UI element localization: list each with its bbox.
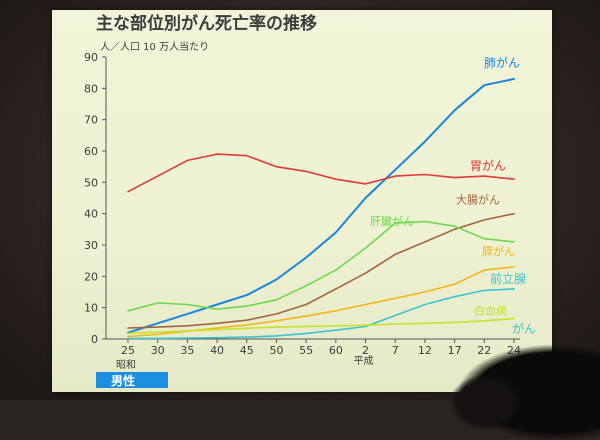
series-label-2: 大腸がん bbox=[456, 193, 500, 207]
series-line-2 bbox=[127, 212, 515, 329]
series-lines bbox=[127, 77, 515, 340]
x-tick-label: 7 bbox=[392, 344, 399, 357]
y-tick-label: 50 bbox=[84, 176, 98, 189]
series-line-6 bbox=[127, 317, 515, 335]
series-line-1 bbox=[127, 153, 515, 193]
combined-ganlabel: がん bbox=[512, 321, 536, 336]
line-chart: 主な部位別がん死亡率の推移 人／人口 10 万人当たり 0 10 20 30 40 50 6… bbox=[84, 13, 536, 388]
y-axis-unit-label: 人／人口 10 万人当たり bbox=[100, 40, 209, 53]
series-line-5 bbox=[127, 288, 515, 340]
y-axis-ticks: 0 10 20 30 40 50 60 70 80 90 bbox=[84, 51, 106, 346]
x-tick-label: 35 bbox=[180, 344, 194, 357]
x-tick-label: 30 bbox=[151, 344, 165, 357]
series-label-0: 肺がん bbox=[484, 55, 520, 70]
audience-head-silhouette-2 bbox=[450, 375, 520, 430]
series-line-3 bbox=[127, 220, 515, 312]
x-tick-label: 25 bbox=[121, 344, 135, 357]
x-tick-label: 17 bbox=[448, 344, 462, 357]
x-axis-ticks: 25303540455055602712172224昭和平成 bbox=[116, 339, 521, 371]
series-label-4: 膵がん bbox=[482, 244, 515, 258]
series-label-3: 肝臓がん bbox=[370, 214, 414, 228]
y-tick-label: 90 bbox=[84, 51, 98, 64]
era-label: 平成 bbox=[354, 355, 374, 367]
y-tick-label: 20 bbox=[84, 270, 98, 283]
y-tick-label: 80 bbox=[84, 82, 98, 95]
y-tick-label: 30 bbox=[84, 239, 98, 252]
series-line-0 bbox=[127, 77, 515, 334]
sex-badge bbox=[96, 372, 168, 388]
sex-badge-label: 男性 bbox=[111, 373, 135, 388]
y-tick-label: 0 bbox=[91, 333, 98, 346]
x-tick-label: 50 bbox=[269, 344, 283, 357]
y-tick-label: 40 bbox=[84, 208, 98, 221]
series-label-5: 前立腺 bbox=[490, 271, 526, 286]
y-tick-label: 10 bbox=[84, 302, 98, 315]
x-tick-label: 40 bbox=[210, 344, 224, 357]
era-label: 昭和 bbox=[116, 359, 136, 371]
y-tick-label: 70 bbox=[84, 114, 98, 127]
x-tick-label: 55 bbox=[299, 344, 313, 357]
x-tick-label: 45 bbox=[240, 344, 254, 357]
series-label-1: 胃がん bbox=[470, 158, 506, 173]
y-tick-label: 60 bbox=[84, 145, 98, 158]
series-label-6: 白血病 bbox=[474, 304, 507, 318]
x-tick-label: 12 bbox=[418, 344, 432, 357]
chart-title: 主な部位別がん死亡率の推移 bbox=[96, 13, 317, 34]
x-tick-label: 60 bbox=[329, 344, 343, 357]
x-tick-label: 2 bbox=[362, 344, 369, 357]
